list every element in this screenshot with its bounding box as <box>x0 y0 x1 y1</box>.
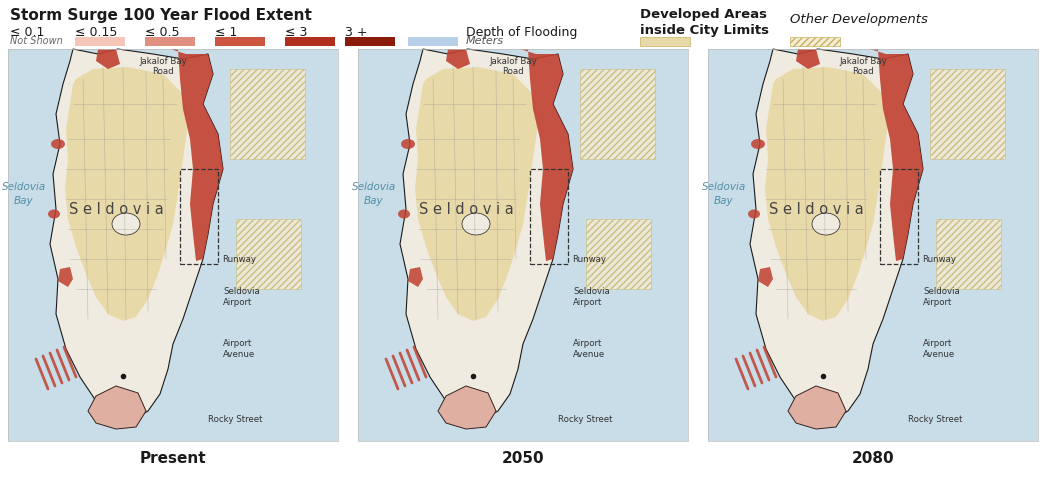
Polygon shape <box>446 49 470 69</box>
Polygon shape <box>415 67 538 321</box>
Polygon shape <box>796 49 820 69</box>
Bar <box>345 37 395 46</box>
Text: Rocky Street: Rocky Street <box>208 415 262 424</box>
Text: Other Developments: Other Developments <box>790 13 927 26</box>
Bar <box>358 49 687 441</box>
Text: Jakalof Bay
Road: Jakalof Bay Road <box>839 57 887 76</box>
Polygon shape <box>88 386 146 429</box>
Bar <box>285 37 335 46</box>
Polygon shape <box>758 267 773 287</box>
Text: Airport
Avenue: Airport Avenue <box>573 339 606 359</box>
Text: Seldovia
Bay: Seldovia Bay <box>2 183 46 206</box>
Text: Rocky Street: Rocky Street <box>558 415 612 424</box>
Bar <box>236 219 301 289</box>
Text: S e l d o v i a: S e l d o v i a <box>768 201 864 216</box>
Text: Seldovia
Bay: Seldovia Bay <box>352 183 396 206</box>
Polygon shape <box>88 386 146 429</box>
Text: 2080: 2080 <box>852 451 894 466</box>
Ellipse shape <box>462 213 490 235</box>
Text: ≤ 1: ≤ 1 <box>215 26 238 39</box>
Ellipse shape <box>748 209 760 219</box>
Text: S e l d o v i a: S e l d o v i a <box>68 201 163 216</box>
Bar <box>8 49 339 441</box>
Text: Airport
Avenue: Airport Avenue <box>223 339 256 359</box>
Bar <box>530 169 568 264</box>
Bar <box>215 37 265 46</box>
Text: Rocky Street: Rocky Street <box>908 415 962 424</box>
Bar <box>145 37 195 46</box>
Bar <box>640 37 690 46</box>
Ellipse shape <box>51 139 65 149</box>
Polygon shape <box>58 267 73 287</box>
Text: ≤ 0.5: ≤ 0.5 <box>145 26 179 39</box>
Bar <box>790 37 840 46</box>
Text: Seldovia
Airport: Seldovia Airport <box>223 287 260 307</box>
Bar <box>180 169 218 264</box>
Ellipse shape <box>398 209 410 219</box>
Text: Developed Areas
inside City Limits: Developed Areas inside City Limits <box>640 8 769 37</box>
Text: Airport
Avenue: Airport Avenue <box>923 339 955 359</box>
Text: Meters: Meters <box>466 36 504 46</box>
Polygon shape <box>96 49 121 69</box>
Ellipse shape <box>112 213 140 235</box>
Polygon shape <box>438 386 496 429</box>
Bar <box>708 49 1038 441</box>
Ellipse shape <box>48 209 60 219</box>
Text: Seldovia
Airport: Seldovia Airport <box>923 287 960 307</box>
Polygon shape <box>170 49 223 261</box>
Polygon shape <box>438 386 496 429</box>
Bar <box>880 169 918 264</box>
Bar <box>586 219 651 289</box>
Polygon shape <box>400 49 573 421</box>
Polygon shape <box>750 49 923 421</box>
Text: Runway: Runway <box>572 254 606 263</box>
Ellipse shape <box>812 213 840 235</box>
Polygon shape <box>50 49 223 421</box>
Bar <box>358 49 687 441</box>
Bar <box>580 69 655 159</box>
Polygon shape <box>788 386 846 429</box>
Polygon shape <box>65 67 188 321</box>
Text: Present: Present <box>139 451 206 466</box>
Text: Depth of Flooding: Depth of Flooding <box>466 26 577 39</box>
Text: Jakalof Bay
Road: Jakalof Bay Road <box>139 57 187 76</box>
Text: 2050: 2050 <box>502 451 544 466</box>
Text: Seldovia
Airport: Seldovia Airport <box>573 287 610 307</box>
Text: Storm Surge 100 Year Flood Extent: Storm Surge 100 Year Flood Extent <box>10 8 312 23</box>
Polygon shape <box>870 49 923 261</box>
Bar <box>408 37 458 46</box>
Polygon shape <box>520 49 573 261</box>
Text: S e l d o v i a: S e l d o v i a <box>418 201 514 216</box>
Bar <box>930 69 1005 159</box>
Text: Jakalof Bay
Road: Jakalof Bay Road <box>489 57 537 76</box>
Text: 3 +: 3 + <box>345 26 368 39</box>
Text: Not Shown: Not Shown <box>10 36 63 46</box>
Text: Runway: Runway <box>222 254 256 263</box>
Text: Runway: Runway <box>922 254 956 263</box>
Polygon shape <box>788 386 846 429</box>
Ellipse shape <box>751 139 765 149</box>
Text: ≤ 3: ≤ 3 <box>285 26 307 39</box>
Ellipse shape <box>401 139 415 149</box>
Polygon shape <box>408 267 423 287</box>
Bar <box>75 37 125 46</box>
Bar <box>708 49 1038 441</box>
Bar <box>8 49 339 441</box>
Text: Seldovia
Bay: Seldovia Bay <box>702 183 746 206</box>
Text: ≤ 0.15: ≤ 0.15 <box>75 26 117 39</box>
Polygon shape <box>765 67 888 321</box>
Bar <box>230 69 305 159</box>
Text: ≤ 0.1: ≤ 0.1 <box>10 26 44 39</box>
Bar <box>936 219 1001 289</box>
